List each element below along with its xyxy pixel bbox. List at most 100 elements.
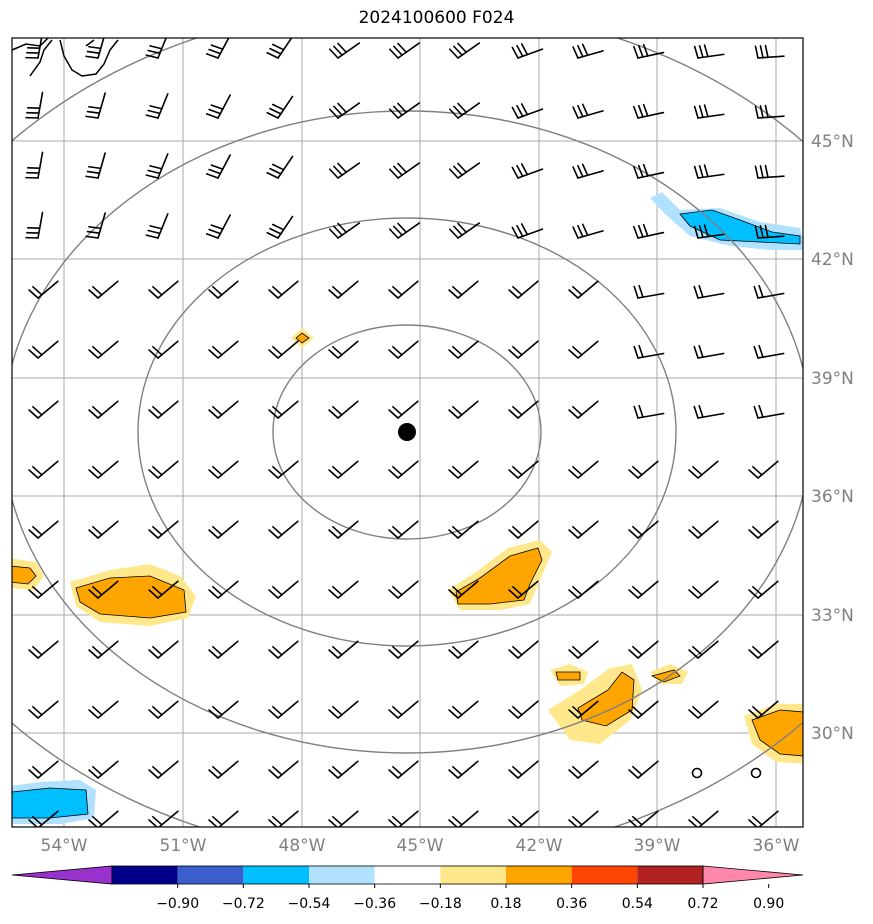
wind-barb [208,640,239,659]
wind-barb [268,760,299,779]
wind-barb [268,580,299,599]
wind-barb [754,104,785,119]
wind-barb [568,810,599,827]
wind-barb [25,91,44,119]
wind-barb [633,43,665,59]
wind-barb [28,400,59,419]
colorbar-tick-label: 0.54 [622,896,653,912]
wind-barb [148,580,179,599]
wind-barb [328,520,359,539]
colorbar-segment [440,866,506,884]
wind-barb [448,42,481,59]
wind-barb [568,460,599,479]
wind-barb [268,460,299,479]
wind-barb [25,151,44,179]
wind-barb [748,700,779,719]
calm-wind-marker [691,767,703,779]
wind-barb [628,700,659,719]
wind-barb [328,580,359,599]
colorbar-tick-label: −0.54 [288,896,331,912]
wind-barb [572,163,604,179]
wind-barb [754,224,785,239]
wind-barb [753,404,785,419]
wind-barb [693,104,725,119]
latitude-label: 33°N [811,606,854,626]
wind-barb [688,520,719,539]
wind-barb [328,162,361,179]
longitude-label: 51°W [160,836,207,856]
plot-frame [11,37,804,828]
latitude-label: 42°N [811,250,854,270]
wind-barb [328,640,359,659]
wind-barb [328,810,359,827]
wind-barb [753,284,785,299]
wind-barb [208,760,239,779]
wind-barb [628,640,659,659]
calm-wind-marker [750,767,762,779]
wind-barb [388,580,419,599]
wind-barb [148,640,179,659]
wind-barb [28,580,59,599]
colorbar-tick-label: 0.72 [687,896,718,912]
wind-barb [748,640,779,659]
colorbar-tick-label: 0.90 [753,896,784,912]
wind-barb [511,223,544,239]
wind-barb [148,400,179,419]
wind-barb [388,400,419,419]
colorbar-extend-high [702,865,804,885]
wind-barb [88,400,119,419]
wind-barb [208,580,239,599]
wind-barb [388,162,421,179]
wind-barb [633,163,665,179]
wind-barb [633,223,665,239]
wind-barb [328,42,361,59]
wind-barb [748,810,779,827]
wind-barb [388,760,419,779]
wind-barb [88,340,119,359]
wind-barb [268,400,299,419]
wind-barb [145,153,169,179]
wind-barb [208,400,239,419]
longitude-label: 39°W [634,836,681,856]
wind-barb [688,460,719,479]
wind-barb [448,340,479,359]
longitude-label: 45°W [397,836,444,856]
wind-barb [572,223,604,239]
wind-barb [148,280,179,299]
longitude-label: 42°W [516,836,563,856]
wind-barb [693,44,725,59]
wind-barb [508,520,539,539]
wind-barb [508,340,539,359]
wind-barb [688,580,719,599]
colorbar [11,865,804,885]
wind-barb [693,344,725,359]
wind-barb [148,760,179,779]
longitude-labels: 54°W 51°W 48°W 45°W 42°W 39°W 36°W [41,836,800,856]
wind-barb [448,162,481,179]
wind-barb [448,520,479,539]
wind-barb [568,640,599,659]
wind-barb [28,700,59,719]
wind-barb [388,42,421,59]
wind-barb [628,810,659,827]
colorbar-segment [637,866,703,884]
wind-barb [208,280,239,299]
wind-barb [208,460,239,479]
wind-barb [388,640,419,659]
wind-barb [208,340,239,359]
wind-barb [693,284,725,299]
wind-barb [268,280,299,299]
colorbar-tick-label: −0.90 [156,896,199,912]
wind-barb [748,520,779,539]
wind-barb [388,102,421,119]
colorbar-tick-label: −0.72 [222,896,265,912]
colorbar-tick-label: 0.36 [556,896,587,912]
wind-barb [85,38,105,59]
wind-barb [508,760,539,779]
wind-barb [511,163,544,179]
latitude-label: 39°N [811,369,854,389]
wind-barb [85,152,106,179]
wind-barb [628,580,659,599]
wind-barb [328,102,361,119]
